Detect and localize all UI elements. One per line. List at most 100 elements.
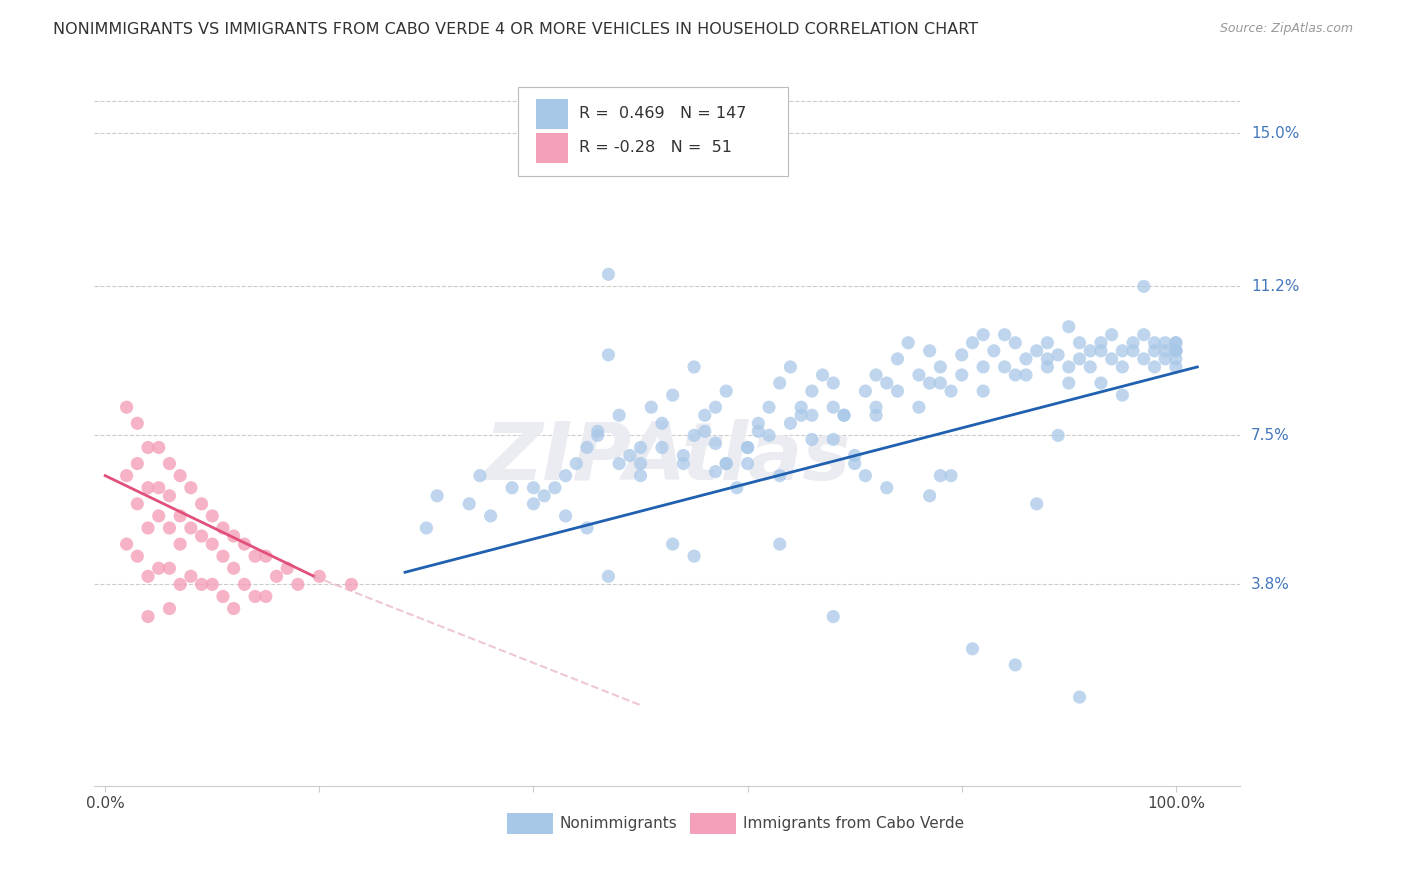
Point [823,609,845,624]
Point [651,417,673,431]
Point [950,348,973,362]
Point [169,537,191,551]
Point [287,577,309,591]
Point [823,400,845,414]
Text: Nonimmigrants: Nonimmigrants [560,816,678,831]
Point [180,481,202,495]
Point [586,425,609,439]
Point [693,409,716,423]
Point [865,368,887,382]
Point [115,468,138,483]
Point [630,468,652,483]
Point [201,508,224,523]
Point [458,497,481,511]
Bar [508,813,553,834]
Point [190,529,212,543]
Point [180,569,202,583]
Point [1090,335,1112,350]
Point [1164,335,1187,350]
Point [415,521,437,535]
Point [853,384,876,398]
Point [972,359,994,374]
Point [939,468,962,483]
Point [479,508,502,523]
Point [800,433,823,447]
Point [576,521,599,535]
Text: Source: ZipAtlas.com: Source: ZipAtlas.com [1219,22,1353,36]
FancyBboxPatch shape [519,87,787,177]
Point [598,348,620,362]
Point [159,457,181,471]
Point [1122,335,1144,350]
Point [683,549,706,564]
Point [468,468,491,483]
Point [972,327,994,342]
Point [714,384,737,398]
Point [276,561,298,575]
Point [159,601,181,615]
Point [672,457,695,471]
Point [693,425,716,439]
Point [1025,497,1047,511]
Point [865,409,887,423]
Point [683,359,706,374]
Point [1004,335,1026,350]
Point [886,384,908,398]
Point [672,449,695,463]
Point [1069,335,1091,350]
Point [169,577,191,591]
Point [1132,351,1154,366]
Point [640,400,662,414]
Point [233,577,256,591]
Point [1004,657,1026,672]
Point [159,561,181,575]
Point [619,449,641,463]
Point [1036,335,1059,350]
Point [800,409,823,423]
Point [222,561,245,575]
Point [1047,428,1070,442]
Point [1111,343,1133,358]
Point [962,641,984,656]
Point [201,537,224,551]
Point [1164,343,1187,358]
Point [876,481,898,495]
Point [1101,327,1123,342]
Point [737,441,759,455]
Point [1069,351,1091,366]
Point [254,590,277,604]
Point [180,521,202,535]
Point [1090,343,1112,358]
Point [136,609,159,624]
Bar [536,133,568,162]
Point [747,425,769,439]
Point [522,497,544,511]
Point [1111,388,1133,402]
Point [950,368,973,382]
Point [790,409,813,423]
Point [565,457,588,471]
Point [747,417,769,431]
Point [908,400,931,414]
Point [1143,359,1166,374]
Point [136,441,159,455]
Point [169,508,191,523]
Point [115,537,138,551]
Point [939,384,962,398]
Point [865,400,887,414]
Point [844,449,866,463]
Text: R =  0.469   N = 147: R = 0.469 N = 147 [579,106,747,121]
Point [136,569,159,583]
Bar [536,99,568,128]
Point [148,441,170,455]
Point [1154,335,1177,350]
Point [1069,690,1091,705]
Point [266,569,288,583]
Point [758,400,780,414]
Point [844,457,866,471]
Point [832,409,855,423]
Point [993,359,1015,374]
Point [544,481,567,495]
Point [1036,351,1059,366]
Point [1090,376,1112,390]
